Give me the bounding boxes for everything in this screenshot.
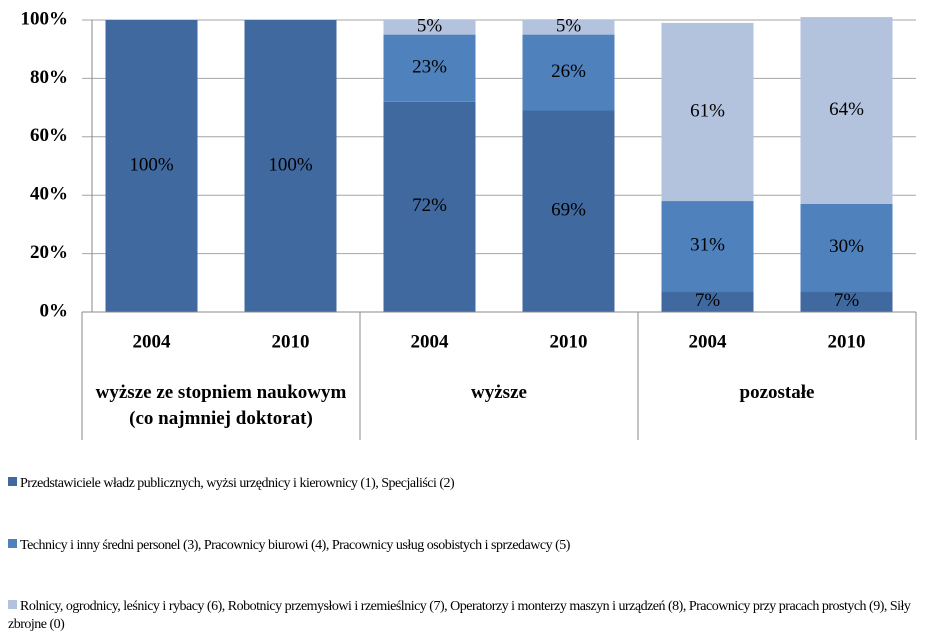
bar-segment	[522, 34, 615, 111]
group-label: pozostałe	[739, 382, 815, 403]
bar-segment	[800, 17, 893, 204]
legend-swatch	[8, 477, 17, 486]
x-tick-label: 2004	[411, 331, 450, 352]
data-label: 5%	[417, 16, 443, 37]
data-label: 100%	[129, 154, 174, 175]
data-label: 69%	[551, 200, 586, 221]
bar-segment	[522, 110, 615, 313]
data-label: 64%	[829, 99, 864, 120]
y-tick-label: 40%	[30, 184, 68, 205]
bar-segment	[522, 20, 615, 35]
x-tick-label: 2004	[133, 331, 172, 352]
y-tick-label: 80%	[30, 67, 68, 88]
data-label: 30%	[829, 236, 864, 257]
legend-swatch	[8, 600, 17, 609]
data-label: 5%	[556, 16, 582, 37]
bar-segment	[661, 201, 754, 292]
bar-segment	[661, 291, 754, 312]
y-tick-label: 0%	[40, 300, 69, 321]
legend-item: Rolnicy, ogrodnicy, leśnicy i rybacy (6)…	[8, 598, 928, 634]
data-label: 61%	[690, 100, 725, 121]
y-tick-label: 20%	[30, 242, 68, 263]
bar-segment	[383, 20, 476, 35]
data-label: 31%	[690, 235, 725, 256]
legend-label: Rolnicy, ogrodnicy, leśnicy i rybacy (6)…	[8, 599, 911, 632]
data-label: 100%	[268, 154, 313, 175]
bar-segment	[244, 20, 337, 312]
chart: 0% 20% 40% 60% 80% 100% 100% 2004 100% 2010 72% 23%…	[21, 8, 917, 440]
x-tick-label: 2004	[689, 331, 728, 352]
legend-item: Przedstawiciele władz publicznych, wyżsi…	[8, 475, 928, 493]
y-tick-label: 100%	[21, 8, 69, 29]
x-tick-label: 2010	[550, 331, 588, 352]
bar-segment	[661, 22, 754, 202]
bar-segment	[800, 203, 893, 292]
data-label: 7%	[834, 290, 860, 311]
x-tick-label: 2010	[272, 331, 310, 352]
x-tick-label: 2010	[828, 331, 866, 352]
legend-item: Technicy i inny średni personel (3), Pra…	[8, 537, 928, 555]
data-label: 7%	[695, 290, 721, 311]
group-label: wyższe	[471, 382, 527, 403]
bar-segment	[383, 34, 476, 102]
legend-swatch	[8, 539, 17, 548]
data-label: 26%	[551, 61, 586, 82]
y-tick-label: 60%	[30, 125, 68, 146]
legend-label: Technicy i inny średni personel (3), Pra…	[20, 538, 570, 553]
bar-segment	[800, 291, 893, 312]
data-label: 72%	[412, 195, 447, 216]
group-label: wyższe ze stopniem naukowym (co najmniej…	[95, 382, 347, 429]
data-label: 23%	[412, 57, 447, 78]
bar-segment	[105, 20, 198, 312]
bar-segment	[383, 101, 476, 312]
legend-label: Przedstawiciele władz publicznych, wyżsi…	[20, 476, 455, 491]
